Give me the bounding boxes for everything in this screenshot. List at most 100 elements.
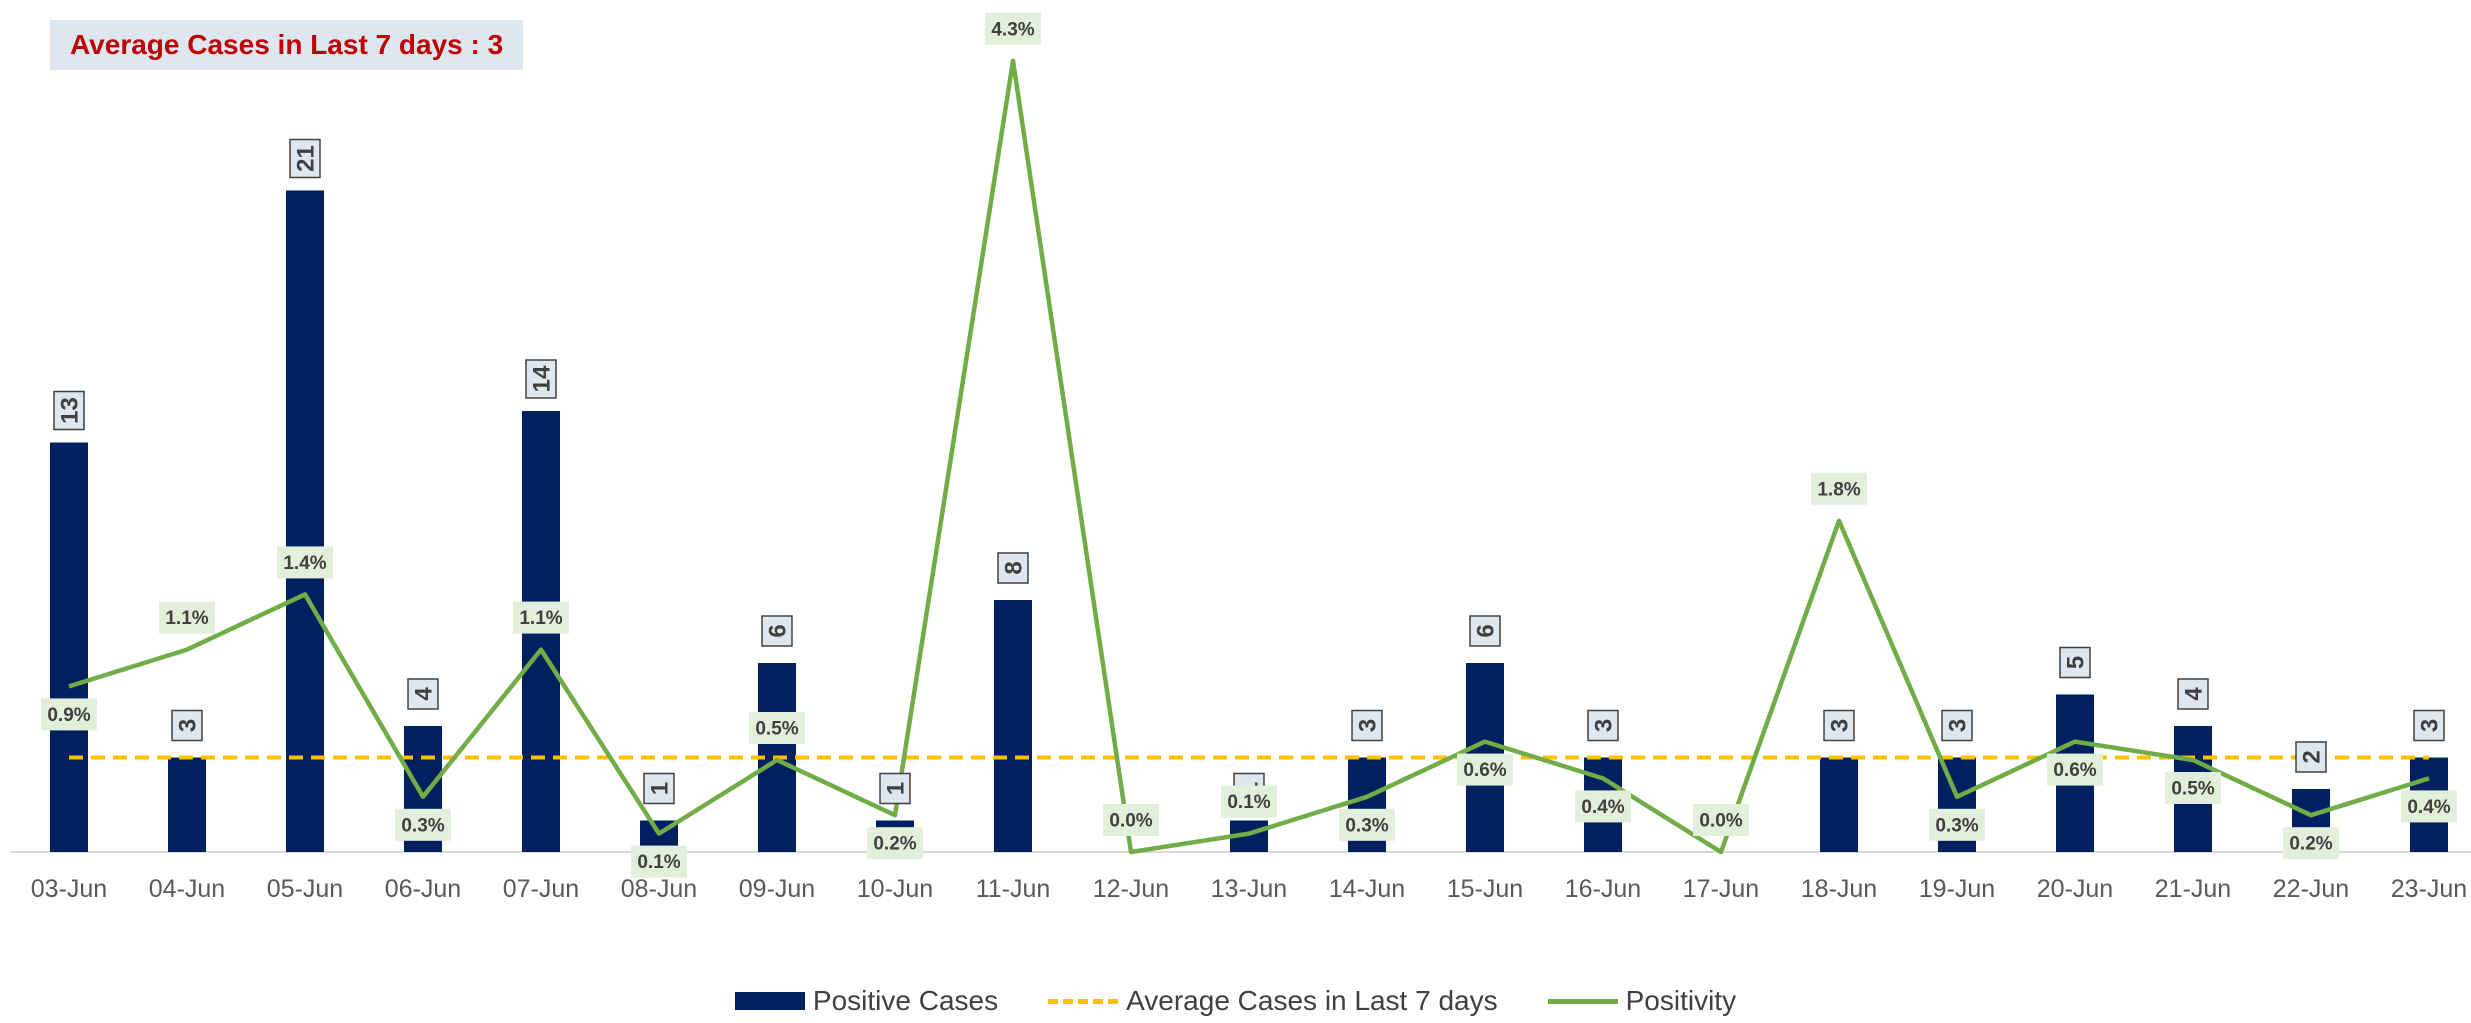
bar-label-text: 1 (647, 782, 674, 795)
x-tick-09-Jun: 09-Jun (739, 875, 815, 903)
bar-label-text: 8 (1001, 561, 1028, 574)
legend-item-positivity: Positivity (1547, 985, 1736, 1017)
x-tick-06-Jun: 06-Jun (385, 875, 461, 903)
x-tick-21-Jun: 21-Jun (2155, 875, 2231, 903)
x-tick-18-Jun: 18-Jun (1801, 875, 1877, 903)
positivity-label-text: 0.2% (2289, 834, 2332, 855)
bar-label-16-Jun: 3 (1587, 709, 1619, 742)
bar-03-Jun (50, 442, 88, 852)
bar-label-box (2413, 709, 2445, 742)
bar-label-09-Jun: 6 (761, 615, 793, 647)
positivity-label-09-Jun: 0.5% (749, 712, 805, 744)
bar-label-text: 21 (293, 145, 320, 172)
positivity-label-text: 0.1% (1227, 792, 1270, 813)
bar-label-18-Jun: 3 (1823, 709, 1855, 742)
x-tick-12-Jun: 12-Jun (1093, 875, 1169, 903)
bar-label-05-Jun: 21 (289, 138, 321, 179)
bar-label-box (879, 772, 911, 805)
x-tick-08-Jun: 08-Jun (621, 875, 697, 903)
bar-label-04-Jun: 3 (171, 709, 203, 742)
bar-11-Jun (994, 600, 1032, 852)
bar-label-19-Jun: 3 (1941, 709, 1973, 742)
bar-label-box (2295, 741, 2327, 773)
positivity-line-layer (68, 58, 2430, 855)
positivity-label-08-Jun: 0.1% (631, 845, 687, 878)
positivity-label-16-Jun: 0.4% (1575, 790, 1631, 823)
bar-label-box (289, 138, 321, 179)
bar-label-20-Jun: 5 (2059, 646, 2091, 679)
bar-label-box (171, 709, 203, 742)
x-tick-11-Jun: 11-Jun (976, 875, 1051, 903)
positivity-label-box (749, 712, 805, 744)
positivity-label-text: 4.3% (991, 19, 1034, 40)
bar-label-23-Jun: 3 (2413, 709, 2445, 742)
positivity-label-box (1693, 804, 1749, 836)
positivity-label-11-Jun: 4.3% (985, 12, 1041, 45)
bar-label-15-Jun: 6 (1469, 615, 1501, 647)
positivity-label-text: 0.3% (1935, 815, 1978, 836)
bar-label-text: 1 (883, 782, 910, 795)
legend-swatch-dashed (1048, 998, 1119, 1004)
positivity-label-box (2401, 790, 2457, 823)
x-tick-07-Jun: 07-Jun (503, 875, 579, 903)
legend-swatch-bar (734, 992, 805, 1010)
legend-label-positive-cases: Positive Cases (812, 985, 999, 1016)
positivity-label-box (985, 12, 1041, 45)
positivity-label-box (277, 546, 333, 579)
bar-label-10-Jun: 1 (879, 772, 911, 805)
positivity-label-text: 0.4% (1581, 797, 1624, 818)
positivity-label-13-Jun: 0.1% (1221, 785, 1277, 818)
positivity-label-text: 0.9% (47, 705, 90, 726)
positivity-label-box (1929, 808, 1985, 841)
bar-label-box (2177, 678, 2209, 710)
positivity-label-17-Jun: 0.0% (1693, 804, 1749, 836)
positivity-label-18-Jun: 1.8% (1811, 472, 1867, 505)
legend-label-average: Average Cases in Last 7 days (1126, 985, 1498, 1016)
bar-label-text: 6 (1473, 624, 1500, 637)
positivity-label-box (1811, 472, 1867, 505)
positivity-label-box (1339, 808, 1395, 841)
positivity-label-box (1103, 804, 1159, 836)
positivity-label-box (395, 808, 451, 841)
data-labels-layer: 1332141416180136303354230.9%1.1%1.4%0.3%… (41, 12, 2457, 878)
bar-label-text: 3 (2417, 719, 2444, 732)
positivity-label-box (513, 601, 569, 634)
x-tick-15-Jun: 15-Jun (1447, 875, 1523, 903)
bar-label-03-Jun: 13 (53, 390, 85, 431)
bar-label-box (1587, 709, 1619, 742)
x-tick-05-Jun: 05-Jun (267, 875, 343, 903)
positivity-label-box (41, 698, 97, 731)
legend-item-positive-cases: Positive Cases (734, 985, 999, 1017)
positivity-label-04-Jun: 1.1% (159, 601, 215, 634)
legend: Positive Cases Average Cases in Last 7 d… (0, 985, 2471, 1017)
bar-label-text: 4 (411, 687, 438, 701)
bar-label-text: 3 (1355, 719, 1382, 732)
x-tick-13-Jun: 13-Jun (1211, 875, 1287, 903)
positivity-label-text: 0.6% (1463, 760, 1506, 781)
positivity-label-15-Jun: 0.6% (1457, 753, 1513, 786)
bar-label-text: 14 (529, 365, 556, 392)
positivity-label-12-Jun: 0.0% (1103, 804, 1159, 836)
bar-label-box (1941, 709, 1973, 742)
bar-label-box (1351, 709, 1383, 742)
positivity-label-10-Jun: 0.2% (867, 827, 923, 860)
positivity-label-text: 1.1% (165, 608, 208, 629)
bar-04-Jun (168, 757, 206, 852)
x-tick-22-Jun: 22-Jun (2273, 875, 2349, 903)
positivity-label-text: 1.1% (519, 608, 562, 629)
positivity-label-14-Jun: 0.3% (1339, 808, 1395, 841)
bar-label-box (53, 390, 85, 431)
bar-label-07-Jun: 14 (525, 359, 557, 399)
positivity-label-text: 0.0% (1699, 811, 1742, 832)
bar-label-box (643, 772, 675, 805)
positivity-line (68, 58, 2430, 855)
positivity-label-box (867, 827, 923, 860)
positivity-label-text: 1.4% (283, 553, 326, 574)
x-tick-04-Jun: 04-Jun (149, 875, 225, 903)
x-tick-labels: 03-Jun 04-Jun 05-Jun 06-Jun 07-Jun 08-Jun 09-J… (31, 875, 2467, 903)
bar-label-08-Jun: 1 (643, 772, 675, 805)
bar-label-text: 13 (57, 397, 84, 424)
bar-label-text: 3 (1945, 719, 1972, 732)
positivity-label-box (1457, 753, 1513, 786)
